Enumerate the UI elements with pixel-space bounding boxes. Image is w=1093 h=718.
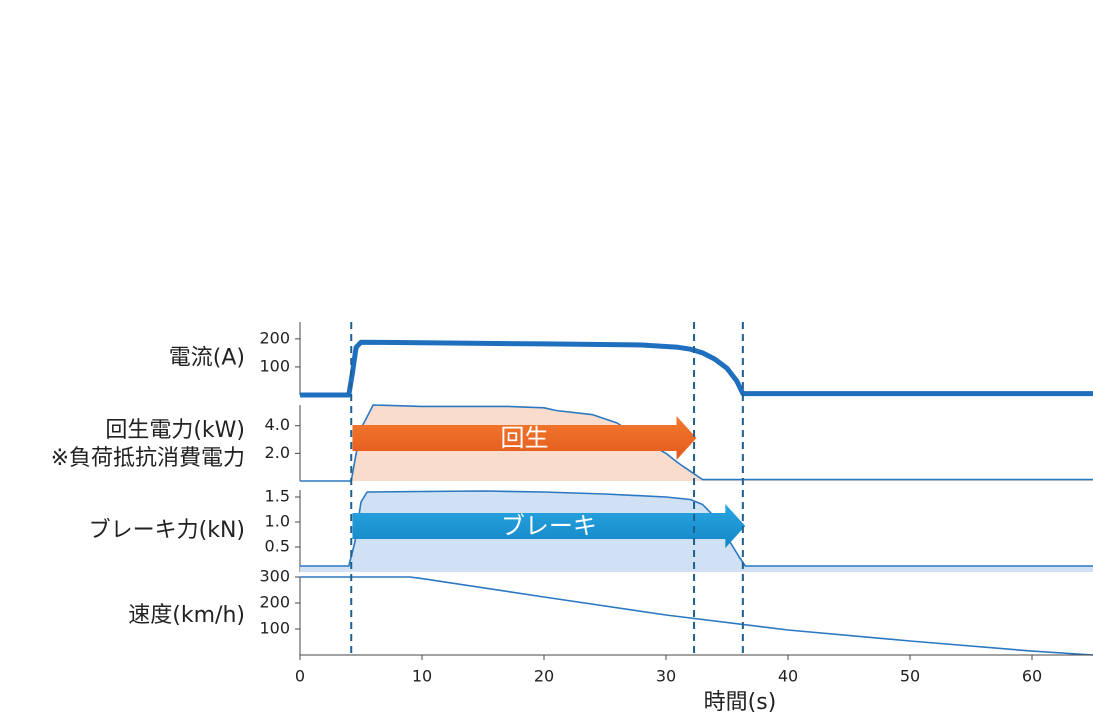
y-tick-label: 100 [259,619,290,638]
line [300,576,1093,656]
x-tick-label: 60 [1022,667,1042,686]
x-tick-label: 10 [412,667,432,686]
arrow [352,504,746,548]
arrow-label: 回生 [500,424,548,452]
panel-title: 速度(km/h) [128,603,245,628]
panel-title: 電流(A) [169,346,245,371]
x-axis-label: 時間(s) [704,690,777,715]
x-tick-label: 50 [900,667,920,686]
y-tick-label: 4.0 [265,415,290,434]
y-tick-label: 300 [259,567,290,586]
x-tick-label: 40 [778,667,798,686]
panel-title: ブレーキ力(kN) [89,518,245,543]
arrow [352,416,697,460]
panel-subtitle: ※負荷抵抗消費電力 [51,446,245,471]
y-tick-label: 2.0 [265,443,290,462]
x-tick-label: 30 [656,667,676,686]
y-tick-label: 100 [259,356,290,375]
area [300,405,1093,481]
y-tick-label: 200 [259,593,290,612]
panel-title: 回生電力(kW) [105,418,245,443]
line [300,339,1093,398]
y-tick-label: 200 [259,328,290,347]
arrow-label: ブレーキ [501,512,597,540]
x-tick-label: 20 [534,667,554,686]
y-tick-label: 0.5 [265,537,290,556]
x-tick-label: 0 [295,667,305,686]
y-tick-label: 1.5 [265,487,290,506]
y-tick-label: 1.0 [265,512,290,531]
